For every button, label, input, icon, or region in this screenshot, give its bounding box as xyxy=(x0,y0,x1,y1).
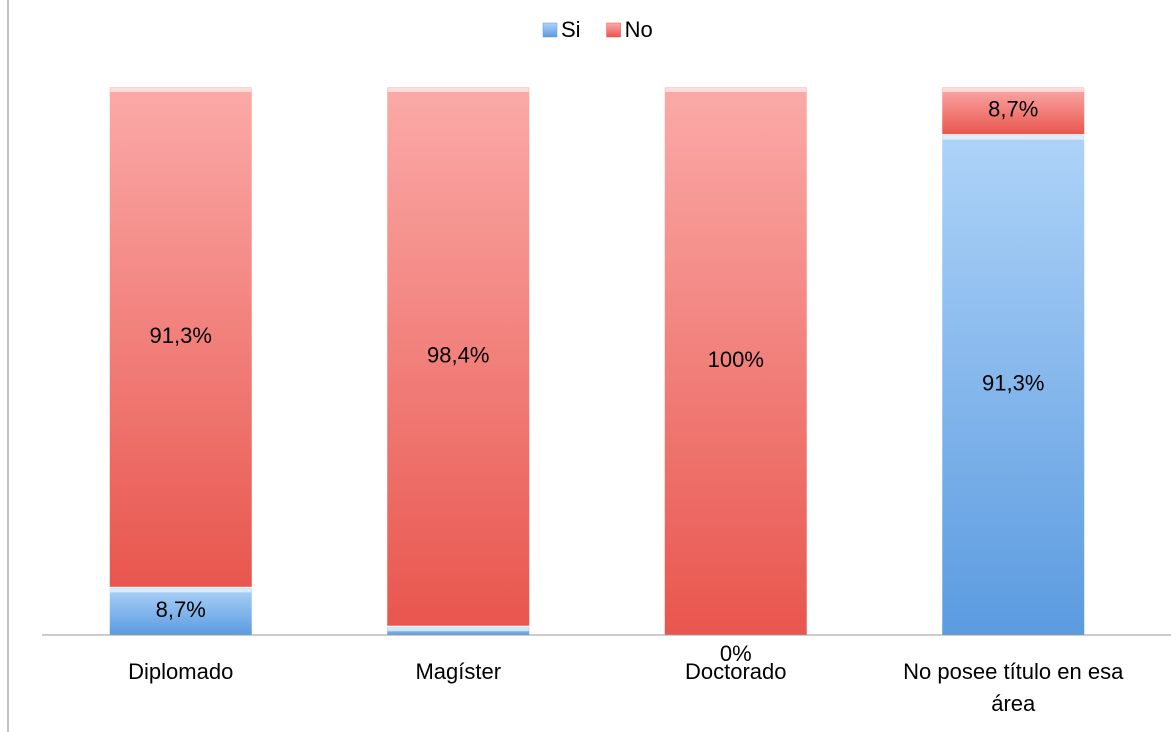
legend-swatch xyxy=(542,22,558,38)
x-tick-label: No posee título en esa área xyxy=(903,659,1124,716)
bar-highlight xyxy=(110,88,252,92)
bar-highlight xyxy=(942,88,1084,92)
bar-segment xyxy=(941,86,1086,136)
legend-swatch xyxy=(606,22,621,38)
data-label: 8,7% xyxy=(156,597,206,622)
x-tick-label: Magíster xyxy=(415,659,502,684)
legend-label: Si xyxy=(561,17,581,42)
bar-highlight xyxy=(387,627,529,632)
legend-label: No xyxy=(625,17,653,42)
data-label: 0% xyxy=(720,641,752,666)
bar-highlight xyxy=(110,588,252,593)
bar-highlight xyxy=(387,88,529,92)
data-label: 8,7% xyxy=(988,97,1038,122)
bar-segment xyxy=(108,86,253,588)
bar-segment xyxy=(663,86,808,636)
data-label: 91,3% xyxy=(150,323,212,348)
bar-highlight xyxy=(665,88,807,92)
bar-segment xyxy=(386,86,531,627)
bar-highlight xyxy=(942,135,1084,140)
x-tick-label: Diplomado xyxy=(128,659,234,684)
x-tick-label: Doctorado xyxy=(684,659,787,684)
data-label: 98,4% xyxy=(427,342,489,367)
bar-segment xyxy=(941,134,1086,636)
data-label: 100% xyxy=(708,347,764,372)
data-label: 91,3% xyxy=(982,371,1044,396)
